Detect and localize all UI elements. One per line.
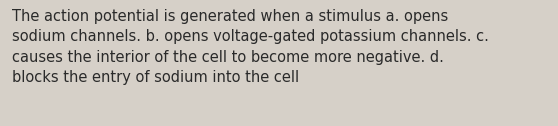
Text: The action potential is generated when a stimulus a. opens
sodium channels. b. o: The action potential is generated when a… — [12, 9, 489, 85]
